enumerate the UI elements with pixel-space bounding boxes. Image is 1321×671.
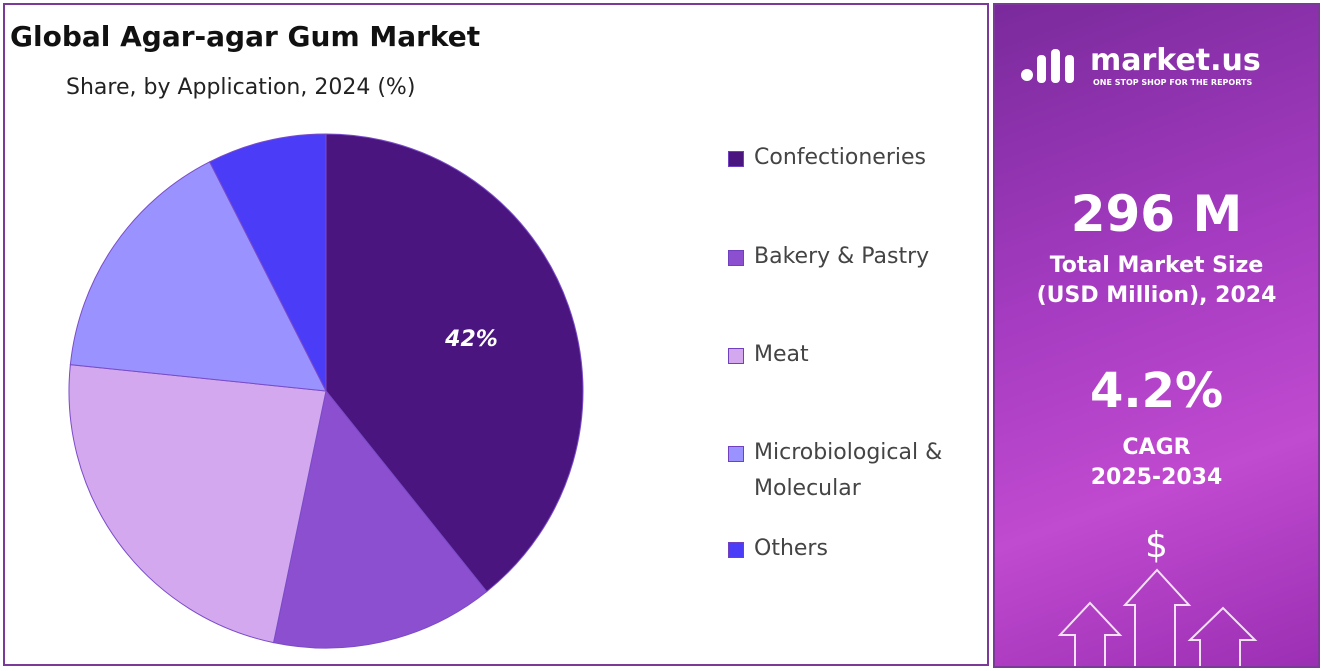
legend-entry: Bakery & Pastry bbox=[728, 239, 978, 275]
cagr: 4.2% bbox=[1089, 363, 1224, 419]
legend-label: Meat bbox=[754, 342, 809, 367]
logo: market.us bbox=[1090, 43, 1261, 78]
tagline: ONE STOP SHOP FOR THE REPORTS bbox=[1093, 78, 1253, 87]
pie-slice bbox=[208, 133, 327, 392]
chart-panel bbox=[3, 3, 989, 666]
legend-swatch bbox=[728, 250, 744, 266]
cagr-label: CAGR bbox=[1122, 435, 1191, 460]
pie-slice bbox=[68, 364, 327, 644]
legend-label: Bakery & Pastry bbox=[754, 244, 930, 269]
legend-entry: Confectioneries bbox=[728, 140, 978, 176]
decoration bbox=[1021, 49, 1258, 666]
summary-panel: market.us ONE STOP SHOP FOR THE REPORTS … bbox=[993, 3, 1320, 668]
market-size: 296 M bbox=[1070, 185, 1243, 243]
pie-slice bbox=[69, 161, 327, 392]
legend-entry: Microbiological & Molecular bbox=[728, 435, 978, 507]
pie-slice bbox=[325, 133, 584, 593]
legend-label: Microbiological & Molecular bbox=[754, 440, 943, 501]
market-size-label: Total Market Size bbox=[1049, 253, 1264, 278]
legend-swatch bbox=[728, 542, 744, 558]
legend-label: Confectioneries bbox=[754, 145, 926, 170]
pie-slice bbox=[272, 389, 488, 649]
icon: $ bbox=[1145, 525, 1168, 566]
legend-swatch bbox=[728, 446, 744, 462]
pie-chart: 42% bbox=[68, 133, 584, 649]
legend-swatch bbox=[728, 348, 744, 364]
market-size-label: (USD Million), 2024 bbox=[1036, 283, 1277, 308]
legend-entry: Others bbox=[728, 531, 978, 567]
legend-swatch bbox=[728, 151, 744, 167]
chart-title: Global Agar-agar Gum Market bbox=[10, 20, 481, 53]
legend-entry: Meat bbox=[728, 337, 978, 373]
chart-subtitle: Share, by Application, 2024 (%) bbox=[66, 75, 416, 100]
legend-label: Others bbox=[754, 536, 828, 561]
data-label: 42% bbox=[444, 327, 498, 352]
cagr-period: 2025-2034 bbox=[1090, 465, 1223, 490]
